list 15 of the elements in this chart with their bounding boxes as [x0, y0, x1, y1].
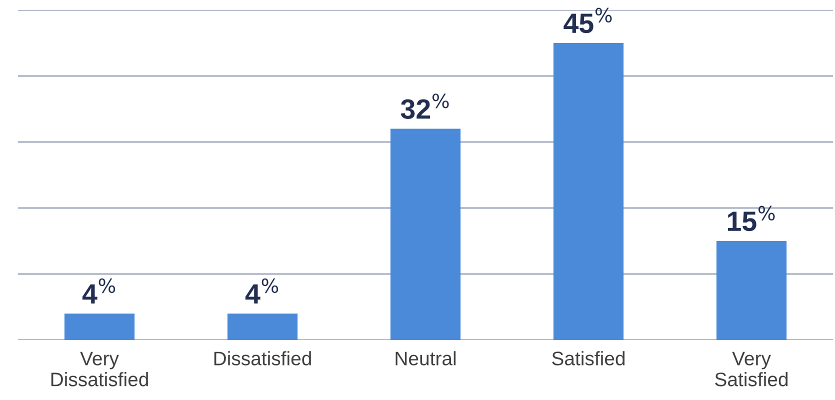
data-label: 4$^{%}$ — [82, 278, 116, 304]
x-tick-label: Very Dissatisfied — [51, 352, 148, 386]
x-tick-label: Satisfied — [552, 351, 625, 366]
data-label: 15$^{%}$ — [728, 206, 775, 232]
bar — [227, 314, 298, 340]
x-tick-label: Very Satisfied — [715, 352, 788, 386]
bar — [64, 314, 135, 340]
x-tick-label: Neutral — [396, 351, 456, 366]
data-label: 32$^{%}$ — [400, 94, 449, 119]
bar — [553, 43, 624, 340]
data-label: 45$^{%}$ — [564, 8, 612, 34]
x-tick-label: Dissatisfied — [214, 351, 311, 366]
data-label: 4$^{%}$ — [245, 278, 278, 304]
bar — [390, 128, 461, 340]
bar — [716, 241, 787, 340]
